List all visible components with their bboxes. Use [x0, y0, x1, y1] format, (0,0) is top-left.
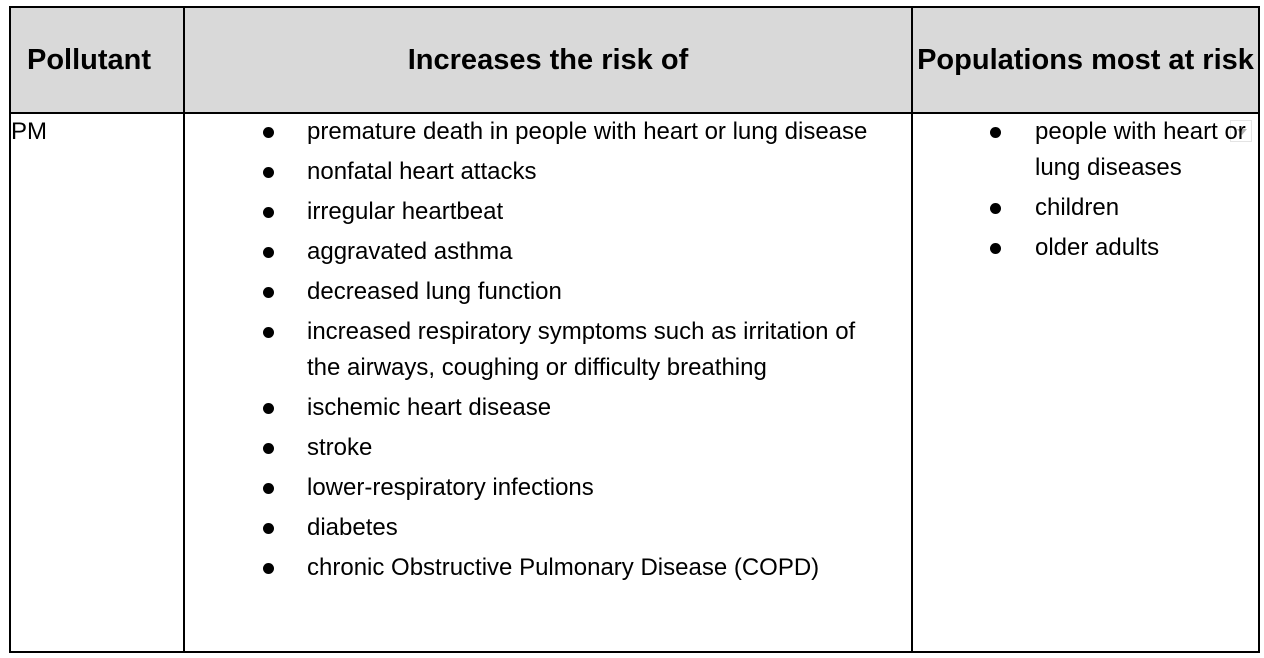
header-row: Pollutant Increases the risk of Populati… [9, 6, 1260, 114]
list-item: irregular heartbeat [263, 194, 891, 230]
bullet-icon [263, 563, 274, 574]
populations-list: people with heart or lung diseases child… [913, 114, 1258, 266]
bullet-icon [990, 127, 1001, 138]
list-item: premature death in people with heart or … [263, 114, 891, 150]
risks-cell[interactable]: premature death in people with heart or … [183, 112, 913, 653]
bullet-icon [263, 327, 274, 338]
bullet-icon [990, 203, 1001, 214]
list-item: aggravated asthma [263, 234, 891, 270]
risks-list: premature death in people with heart or … [185, 114, 911, 586]
list-item: lower-respiratory infections [263, 470, 891, 506]
table-row: PM premature death in people with heart … [9, 112, 1260, 653]
bullet-icon [263, 403, 274, 414]
bullet-icon [990, 243, 1001, 254]
list-item: people with heart or lung diseases [990, 114, 1250, 186]
bullet-icon [263, 127, 274, 138]
list-item: nonfatal heart attacks [263, 154, 891, 190]
pollutant-risk-table: Pollutant Increases the risk of Populati… [9, 6, 1260, 653]
bullet-icon [263, 443, 274, 454]
header-populations: Populations most at risk [911, 6, 1260, 114]
chevron-down-icon[interactable] [1230, 120, 1252, 142]
bullet-icon [263, 523, 274, 534]
list-item: stroke [263, 430, 891, 466]
list-item: decreased lung function [263, 274, 891, 310]
header-increases-risk: Increases the risk of [183, 6, 913, 114]
bullet-icon [263, 207, 274, 218]
bullet-icon [263, 483, 274, 494]
list-item: diabetes [263, 510, 891, 546]
list-item: older adults [990, 230, 1250, 266]
list-item: children [990, 190, 1250, 226]
bullet-icon [263, 247, 274, 258]
populations-cell[interactable]: people with heart or lung diseases child… [911, 112, 1260, 653]
list-item: ischemic heart disease [263, 390, 891, 426]
pollutant-cell[interactable]: PM [9, 112, 185, 653]
bullet-icon [263, 167, 274, 178]
list-item: chronic Obstructive Pulmonary Disease (C… [263, 550, 891, 586]
list-item: increased respiratory symptoms such as i… [263, 314, 891, 386]
header-pollutant: Pollutant [9, 6, 185, 114]
bullet-icon [263, 287, 274, 298]
